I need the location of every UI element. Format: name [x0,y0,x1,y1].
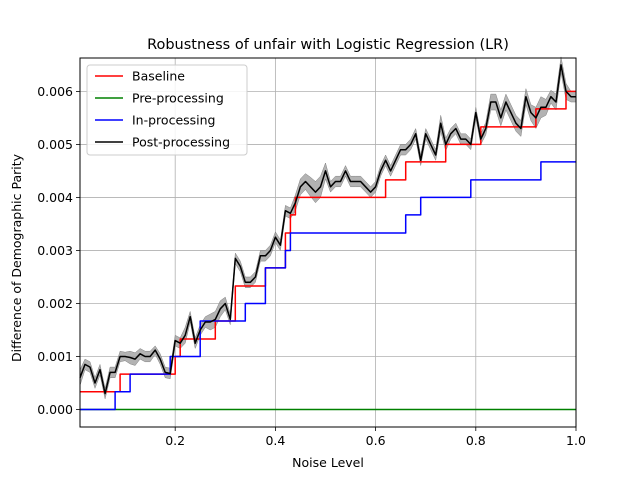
x-tick-label: 0.4 [265,433,285,448]
chart-title: Robustness of unfair with Logistic Regre… [147,37,509,53]
y-tick-label: 0.004 [37,190,73,205]
legend-label-baseline: Baseline [132,69,185,84]
in-processing-line [80,161,576,411]
x-tick-label: 1.0 [566,433,586,448]
y-tick-label: 0.005 [37,137,73,152]
y-tick-label: 0.006 [37,84,73,99]
plot-frame [79,57,577,428]
legend: Baseline Pre-processing In-processing Post-… [86,64,248,156]
legend-label-post-processing: Post-processing [132,135,230,150]
x-axis-ticks: 0.2 0.4 0.6 0.8 1.0 [165,427,586,448]
x-tick-label: 0.6 [366,433,386,448]
y-tick-label: 0.003 [37,243,73,258]
legend-label-in-processing: In-processing [132,113,215,128]
x-tick-label: 0.2 [165,433,185,448]
x-tick-label: 0.8 [466,433,486,448]
y-tick-label: 0.001 [37,349,73,364]
y-axis-ticks: 0.000 0.001 0.002 0.003 0.004 0.005 0.006 [37,84,80,417]
y-axis-label: Difference of Demographic Parity [9,153,24,362]
series-lines [79,64,576,411]
legend-box [86,64,248,156]
legend-label-pre-processing: Pre-processing [132,91,224,106]
post-processing-line [79,64,576,395]
x-axis-label: Noise Level [292,455,364,470]
y-tick-label: 0.000 [37,402,73,417]
y-tick-label: 0.002 [37,296,73,311]
